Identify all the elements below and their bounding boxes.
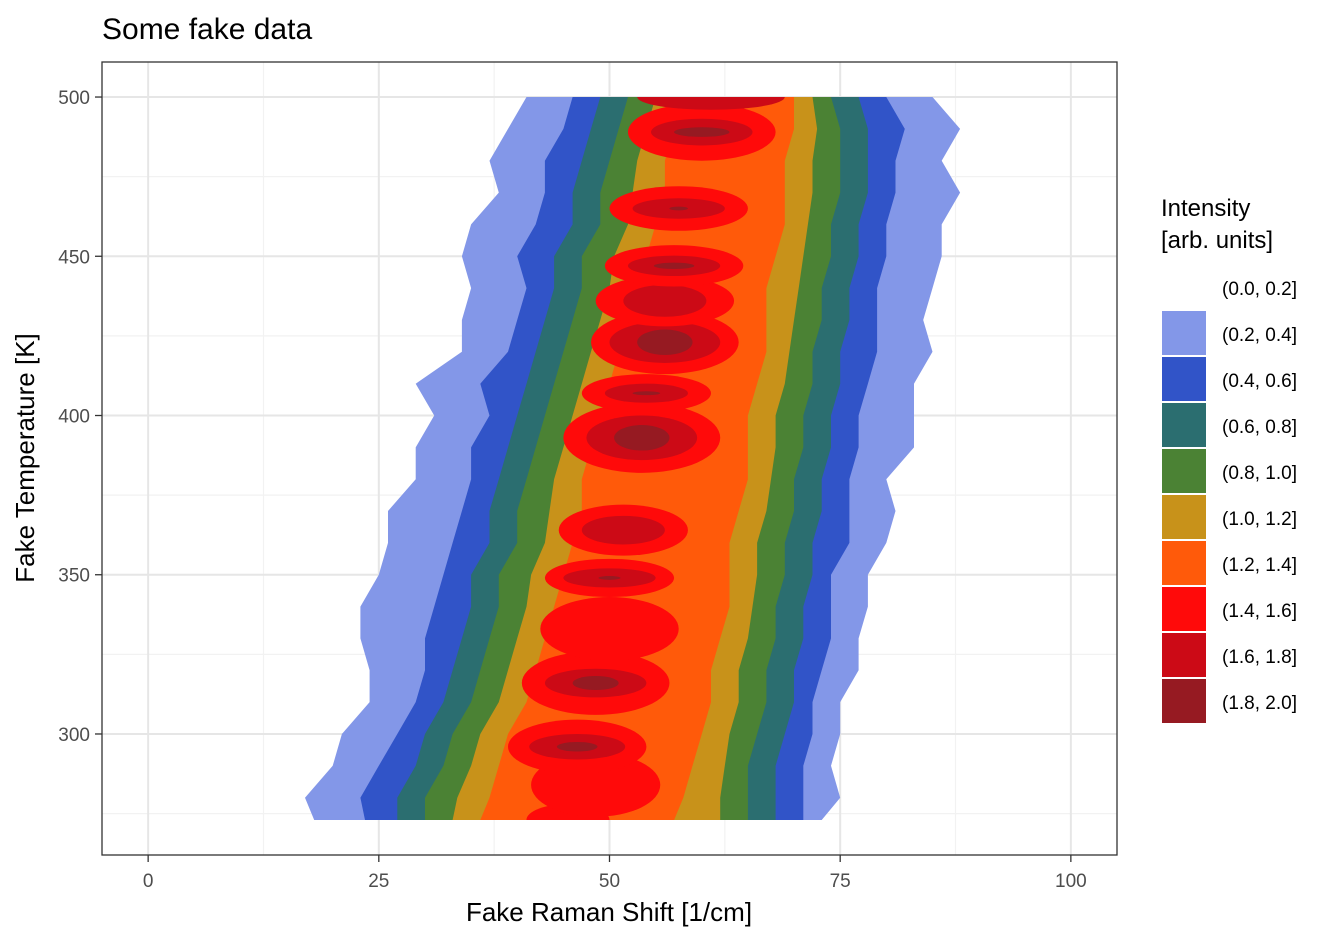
legend-label: (1.0, 1.2]	[1222, 509, 1297, 530]
y-axis: 300 350 400 450 500	[58, 88, 102, 746]
legend-key	[1162, 679, 1206, 723]
legend-label: (0.6, 0.8]	[1222, 417, 1297, 438]
legend-key	[1162, 587, 1206, 631]
legend-label: (1.6, 1.8]	[1222, 647, 1297, 668]
plot-panel	[101, 61, 1118, 856]
legend-label: (1.8, 2.0]	[1222, 693, 1297, 714]
x-tick-label: 0	[143, 871, 154, 892]
legend-label: (0.2, 0.4]	[1222, 325, 1297, 346]
chart-title: Some fake data	[102, 13, 312, 46]
legend-title-line-2: [arb. units]	[1161, 227, 1273, 254]
x-tick-label: 25	[368, 871, 389, 892]
contour-peak-23	[637, 329, 693, 355]
legend-key	[1162, 449, 1206, 493]
y-tick-label: 300	[58, 725, 90, 746]
legend-key	[1162, 265, 1206, 309]
y-axis-label: Fake Temperature [K]	[10, 333, 40, 583]
contour-peaks	[508, 97, 785, 820]
x-tick-label: 50	[599, 871, 620, 892]
legend-label: (1.2, 1.4]	[1222, 555, 1297, 576]
legend-label: (0.8, 1.0]	[1222, 463, 1297, 484]
y-tick-label: 350	[58, 566, 90, 587]
contour-peak-34	[674, 127, 730, 137]
legend-key	[1162, 541, 1206, 585]
legend-key	[1162, 633, 1206, 677]
y-tick-label: 450	[58, 247, 90, 268]
legend-label: (1.4, 1.6]	[1222, 601, 1297, 622]
contour-peak-17	[614, 425, 670, 451]
x-tick-label: 75	[830, 871, 851, 892]
x-tick-label: 100	[1055, 871, 1087, 892]
legend-key	[1162, 311, 1206, 355]
contour-peak-8	[572, 676, 619, 691]
contour-peak-28	[653, 262, 695, 270]
legend-label: (0.4, 0.6]	[1222, 371, 1297, 392]
contour-peak-9	[540, 597, 679, 661]
contour-peak-35	[637, 97, 785, 110]
legend-title-line-1: Intensity	[1161, 195, 1250, 222]
contour-peak-25	[623, 284, 707, 317]
legend: Intensity [arb. units] (0.0, 0.2] (0.2, 0…	[1161, 195, 1297, 723]
contour-peak-5	[556, 741, 598, 752]
contour-peak-14	[581, 515, 665, 545]
contour-peak-31	[669, 206, 688, 211]
legend-key	[1162, 403, 1206, 447]
contour-peak-12	[598, 576, 621, 580]
legend-key	[1162, 495, 1206, 539]
y-tick-label: 500	[58, 88, 90, 109]
x-axis-label: Fake Raman Shift [1/cm]	[466, 897, 752, 927]
x-axis: 0 25 50 75 100	[143, 855, 1087, 892]
legend-items: (0.0, 0.2] (0.2, 0.4] (0.4, 0.6] (0.6, 0.8]…	[1162, 265, 1297, 723]
legend-label: (0.0, 0.2]	[1222, 279, 1297, 300]
y-tick-label: 400	[58, 407, 90, 428]
legend-key	[1162, 357, 1206, 401]
contour-peak-20	[632, 391, 661, 396]
